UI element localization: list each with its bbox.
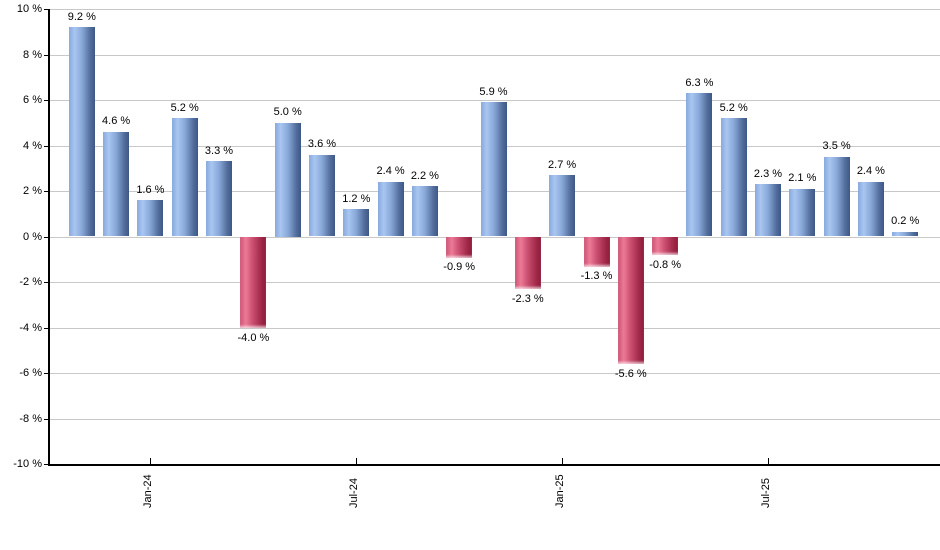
x-axis-tick — [768, 457, 769, 464]
y-axis-label: -10 % — [13, 458, 42, 470]
y-axis-label: 10 % — [16, 3, 42, 15]
y-axis-tick — [44, 282, 48, 283]
bar-value-label: 1.6 % — [136, 183, 165, 196]
bar-2 — [103, 131, 130, 237]
bar-21 — [755, 184, 781, 237]
bar-value-label: 3.3 % — [204, 144, 234, 157]
bar-value-label: 1.2 % — [342, 192, 371, 205]
gridline--4pct — [48, 327, 940, 329]
bar-1 — [68, 27, 95, 237]
bar-19 — [686, 93, 713, 237]
x-axis-label: Jan-25 — [554, 473, 567, 508]
bar-4 — [171, 118, 198, 237]
gridline--2pct — [48, 282, 940, 283]
gridline--6pct — [48, 373, 940, 374]
gridline-0pct — [48, 236, 940, 238]
y-axis-tick — [44, 191, 48, 192]
gridline-6pct — [48, 100, 940, 101]
bar-value-label: -0.8 % — [649, 258, 681, 271]
y-axis-label: -6 % — [19, 367, 42, 379]
gridline-8pct — [48, 54, 940, 56]
bar-value-label: 5.2 % — [170, 101, 199, 114]
y-axis-tick — [44, 464, 48, 465]
x-axis-label: Jul-25 — [760, 477, 772, 508]
bar-value-label: -5.6 % — [614, 367, 647, 380]
bar-value-label: -4.0 % — [237, 331, 270, 344]
y-axis-label: -4 % — [19, 321, 42, 334]
bar-value-label: 6.3 % — [685, 76, 714, 89]
bar-value-label: 5.0 % — [273, 106, 302, 119]
y-axis-line — [48, 9, 50, 466]
bar-11 — [411, 186, 438, 237]
bar-value-label: 2.4 % — [856, 165, 885, 178]
x-axis-line — [48, 463, 940, 466]
bar-16 — [583, 237, 610, 267]
x-axis-label: Jan-24 — [142, 473, 155, 508]
bar-20 — [720, 118, 747, 237]
bar-value-label: -1.3 % — [580, 270, 613, 283]
bar-8 — [309, 154, 335, 237]
bar-18 — [652, 237, 679, 256]
bar-3 — [137, 200, 164, 237]
bar-value-label: 3.6 % — [307, 138, 337, 151]
bar-22 — [789, 188, 816, 237]
y-axis-label: 2 % — [23, 185, 42, 197]
bar-value-label: -0.9 % — [443, 261, 476, 273]
bar-25 — [892, 231, 919, 237]
bar-5 — [206, 161, 232, 237]
y-axis-tick — [44, 373, 48, 374]
bar-value-label: 5.9 % — [479, 85, 508, 98]
bar-value-label: -2.3 % — [511, 292, 544, 305]
y-axis-tick — [44, 236, 48, 238]
bar-value-label: 2.3 % — [753, 167, 783, 180]
x-axis-tick — [356, 457, 358, 464]
y-axis-label: 8 % — [23, 48, 42, 61]
bar-value-label: 9.2 % — [67, 10, 96, 23]
bar-13 — [480, 102, 507, 237]
bar-value-label: 5.2 % — [719, 101, 748, 114]
bar-value-label: 4.6 % — [102, 115, 131, 128]
bar-value-label: 3.5 % — [822, 140, 851, 153]
y-axis-label: 0 % — [23, 230, 42, 243]
bar-24 — [857, 181, 884, 237]
y-axis-label: -2 % — [19, 276, 42, 288]
bar-15 — [549, 175, 576, 237]
x-axis-label: Jul-24 — [348, 477, 361, 508]
bar-6 — [240, 237, 267, 328]
bar-10 — [377, 181, 404, 237]
bar-17 — [617, 237, 644, 365]
bar-value-label: 2.2 % — [410, 169, 439, 182]
y-axis-tick — [44, 9, 48, 10]
y-axis-tick — [44, 100, 48, 101]
x-axis-tick — [562, 457, 564, 464]
y-axis-label: 6 % — [23, 94, 42, 106]
bar-12 — [446, 237, 473, 258]
y-axis-label: -8 % — [19, 412, 42, 425]
bar-value-label: 2.4 % — [376, 165, 405, 178]
bar-value-label: 0.2 % — [891, 215, 920, 228]
bar-9 — [343, 209, 370, 237]
bar-value-label: 2.1 % — [788, 172, 817, 185]
bar-23 — [823, 156, 850, 237]
y-axis-tick — [44, 418, 48, 420]
bar-7 — [274, 122, 301, 237]
y-axis-tick — [44, 327, 48, 329]
bar-14 — [514, 237, 541, 290]
bar-value-label: 2.7 % — [548, 158, 577, 171]
gridline-10pct — [48, 9, 940, 10]
x-axis-tick — [150, 457, 152, 464]
y-axis-tick — [44, 54, 48, 56]
gridline--8pct — [48, 418, 940, 420]
y-axis-tick — [44, 145, 48, 147]
y-axis-label: 4 % — [23, 139, 42, 152]
